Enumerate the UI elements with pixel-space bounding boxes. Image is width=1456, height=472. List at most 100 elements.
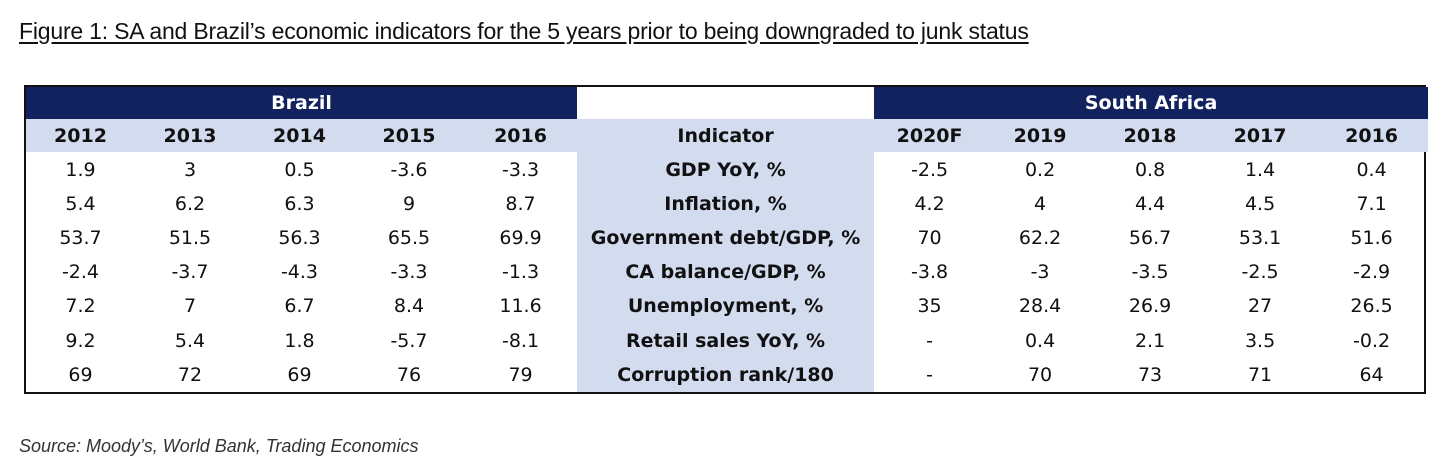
- year-header-sa-2020F: 2020F: [874, 119, 986, 153]
- figure-title: Figure 1: SA and Brazil’s economic indic…: [19, 18, 1029, 44]
- sa-value-cell-2016: -2.9: [1353, 261, 1391, 284]
- sa-value-cell-2016: 7.1: [1356, 192, 1387, 215]
- indicator-label: Corruption rank/180: [577, 357, 875, 392]
- year-header-brazil-2016: 2016: [464, 119, 578, 153]
- sa-value-cell-2018: 0.8: [1134, 158, 1166, 181]
- brazil-value-cell-2013: 72: [177, 363, 203, 386]
- sa-value-cell-2019: 0.4: [1024, 329, 1056, 352]
- indicator-label: Inflation, %: [577, 186, 875, 221]
- brazil-value-cell-2013: 5.4: [174, 329, 206, 352]
- brazil-value-cell-2015: -3.3: [390, 261, 428, 284]
- sa-value-cell-2017: 71: [1247, 363, 1273, 386]
- brazil-value-cell-2012: 53.7: [59, 226, 102, 249]
- table-row: 5.4 6.2 6.3 9 8.7 Inflation, % 4.2 4 4.4 4.5 7.1: [26, 186, 1428, 221]
- year-header-sa-2019: 2019: [985, 119, 1096, 153]
- brazil-value-cell-2012: 69: [68, 363, 93, 386]
- sa-value-cell-2017: 27: [1247, 295, 1273, 318]
- sa-value-cell-2020F: 4.2: [914, 192, 945, 215]
- brazil-value-cell-2012: 5.4: [65, 192, 96, 215]
- brazil-value-cell-2012: 9.2: [65, 329, 96, 352]
- indicators-table: Brazil South Africa 2012 2013 2014 2015 2016…: [24, 85, 1429, 394]
- sa-value-cell-2018: 56.7: [1128, 226, 1172, 249]
- sa-value-cell-2018: 26.9: [1128, 295, 1172, 318]
- brazil-value-cell-2014: 69: [287, 363, 312, 386]
- sa-value-cell-2016: 64: [1359, 363, 1384, 386]
- brazil-value-cell-2014: 1.8: [284, 329, 315, 352]
- sa-value-cell-2019: 28.4: [1018, 295, 1062, 318]
- year-header-brazil-2012: 2012: [26, 119, 135, 153]
- sa-value-cell-2019: 4: [1034, 192, 1047, 215]
- sa-value-cell-2020F: 70: [917, 226, 942, 249]
- brazil-value-cell-2016: -8.1: [501, 329, 540, 352]
- brazil-value-cell-2014: -4.3: [280, 261, 319, 284]
- brazil-value-cell-2012: 1.9: [65, 158, 96, 181]
- year-header-brazil-2013: 2013: [135, 119, 245, 153]
- brazil-value-cell-2013: 6.2: [174, 192, 206, 215]
- sa-value-cell-2017: 4.5: [1244, 192, 1276, 215]
- brazil-value-cell-2016: -3.3: [501, 158, 540, 181]
- sa-value-cell-2020F: -3.8: [911, 261, 949, 284]
- brazil-value-cell-2016: -1.3: [501, 261, 540, 284]
- year-header-brazil-2014: 2014: [245, 119, 354, 153]
- brazil-value-cell-2016: 79: [508, 363, 533, 386]
- table-row: 1.9 3 0.5 -3.6 -3.3 GDP YoY, % -2.5 0.2 0.8 1.4 0.…: [26, 152, 1428, 187]
- sa-value-cell-2018: 73: [1137, 363, 1163, 386]
- sa-value-cell-2018: 4.4: [1134, 192, 1166, 215]
- brazil-value-cell-2013: 51.5: [168, 226, 212, 249]
- sa-value-cell-2019: 62.2: [1018, 226, 1062, 249]
- indicator-label: GDP YoY, %: [577, 152, 875, 187]
- table-row: 69 72 69 76 79 Corruption rank/180 - 70 73 71 64: [26, 357, 1428, 392]
- year-header-sa-2018: 2018: [1095, 119, 1206, 153]
- brazil-value-cell-2016: 11.6: [499, 295, 542, 318]
- year-header-sa-2017: 2017: [1205, 119, 1316, 153]
- source-note: Source: Moody’s, World Bank, Trading Eco…: [19, 436, 419, 456]
- brazil-value-cell-2014: 0.5: [284, 158, 315, 181]
- group-south-africa: South Africa: [874, 87, 1429, 120]
- year-header-brazil-2015: 2015: [354, 119, 464, 153]
- sa-value-cell-2016: 26.5: [1350, 295, 1393, 318]
- sa-value-cell-2016: 0.4: [1356, 158, 1387, 181]
- sa-value-cell-2016: 51.6: [1350, 226, 1393, 249]
- brazil-value-cell-2015: -5.7: [390, 329, 428, 352]
- brazil-value-cell-2015: 8.4: [393, 295, 425, 318]
- brazil-value-cell-2013: 3: [183, 158, 197, 181]
- year-header-row: 2012 2013 2014 2015 2016 Indicator 2020F 2019 20…: [26, 119, 1429, 153]
- brazil-value-cell-2014: 56.3: [278, 226, 321, 249]
- indicator-label: Unemployment, %: [577, 289, 875, 324]
- sa-value-cell-2020F: -2.5: [911, 158, 949, 181]
- brazil-value-cell-2013: -3.7: [171, 261, 209, 284]
- sa-value-cell-2016: -0.2: [1353, 329, 1391, 352]
- indicator-label: Government debt/GDP, %: [577, 220, 875, 256]
- brazil-value-cell-2012: -2.4: [61, 261, 100, 284]
- brazil-value-cell-2013: 7: [183, 295, 197, 318]
- brazil-value-cell-2014: 6.7: [284, 295, 315, 318]
- sa-value-cell-2019: 0.2: [1024, 158, 1056, 181]
- sa-value-cell-2019: -3: [1030, 261, 1050, 284]
- table-row: 9.2 5.4 1.8 -5.7 -8.1 Retail sales YoY, % - 0.4…: [26, 323, 1428, 358]
- sa-value-cell-2017: 3.5: [1244, 329, 1276, 352]
- brazil-value-cell-2016: 8.7: [505, 192, 536, 215]
- group-blank: [577, 87, 875, 120]
- brazil-value-cell-2015: 65.5: [387, 226, 431, 249]
- table-row: 7.2 7 6.7 8.4 11.6 Unemployment, % 35 28.4 26.9 2…: [26, 289, 1428, 324]
- sa-value-cell-2017: 53.1: [1238, 226, 1282, 249]
- brazil-value-cell-2014: 6.3: [284, 192, 315, 215]
- table-row: -2.4 -3.7 -4.3 -3.3 -1.3 CA balance/GDP, % -3.…: [26, 255, 1428, 290]
- indicator-label: Retail sales YoY, %: [577, 323, 875, 358]
- brazil-value-cell-2015: -3.6: [390, 158, 428, 181]
- sa-value-cell-2020F: 35: [917, 295, 942, 318]
- sa-value-cell-2020F: -: [926, 329, 933, 352]
- table-row: 53.7 51.5 56.3 65.5 69.9 Government debt/GDP,…: [26, 220, 1428, 256]
- brazil-value-cell-2015: 76: [396, 363, 422, 386]
- sa-value-cell-2019: 70: [1027, 363, 1053, 386]
- sa-value-cell-2018: -3.5: [1131, 261, 1169, 284]
- sa-value-cell-2018: 2.1: [1134, 329, 1166, 352]
- brazil-value-cell-2012: 7.2: [65, 295, 96, 318]
- indicator-header: Indicator: [577, 119, 875, 153]
- indicator-label: CA balance/GDP, %: [577, 255, 875, 290]
- group-brazil: Brazil: [26, 87, 578, 120]
- brazil-value-cell-2015: 9: [402, 192, 416, 215]
- brazil-value-cell-2016: 69.9: [499, 226, 542, 249]
- sa-value-cell-2017: -2.5: [1241, 261, 1279, 284]
- sa-value-cell-2020F: -: [926, 363, 933, 386]
